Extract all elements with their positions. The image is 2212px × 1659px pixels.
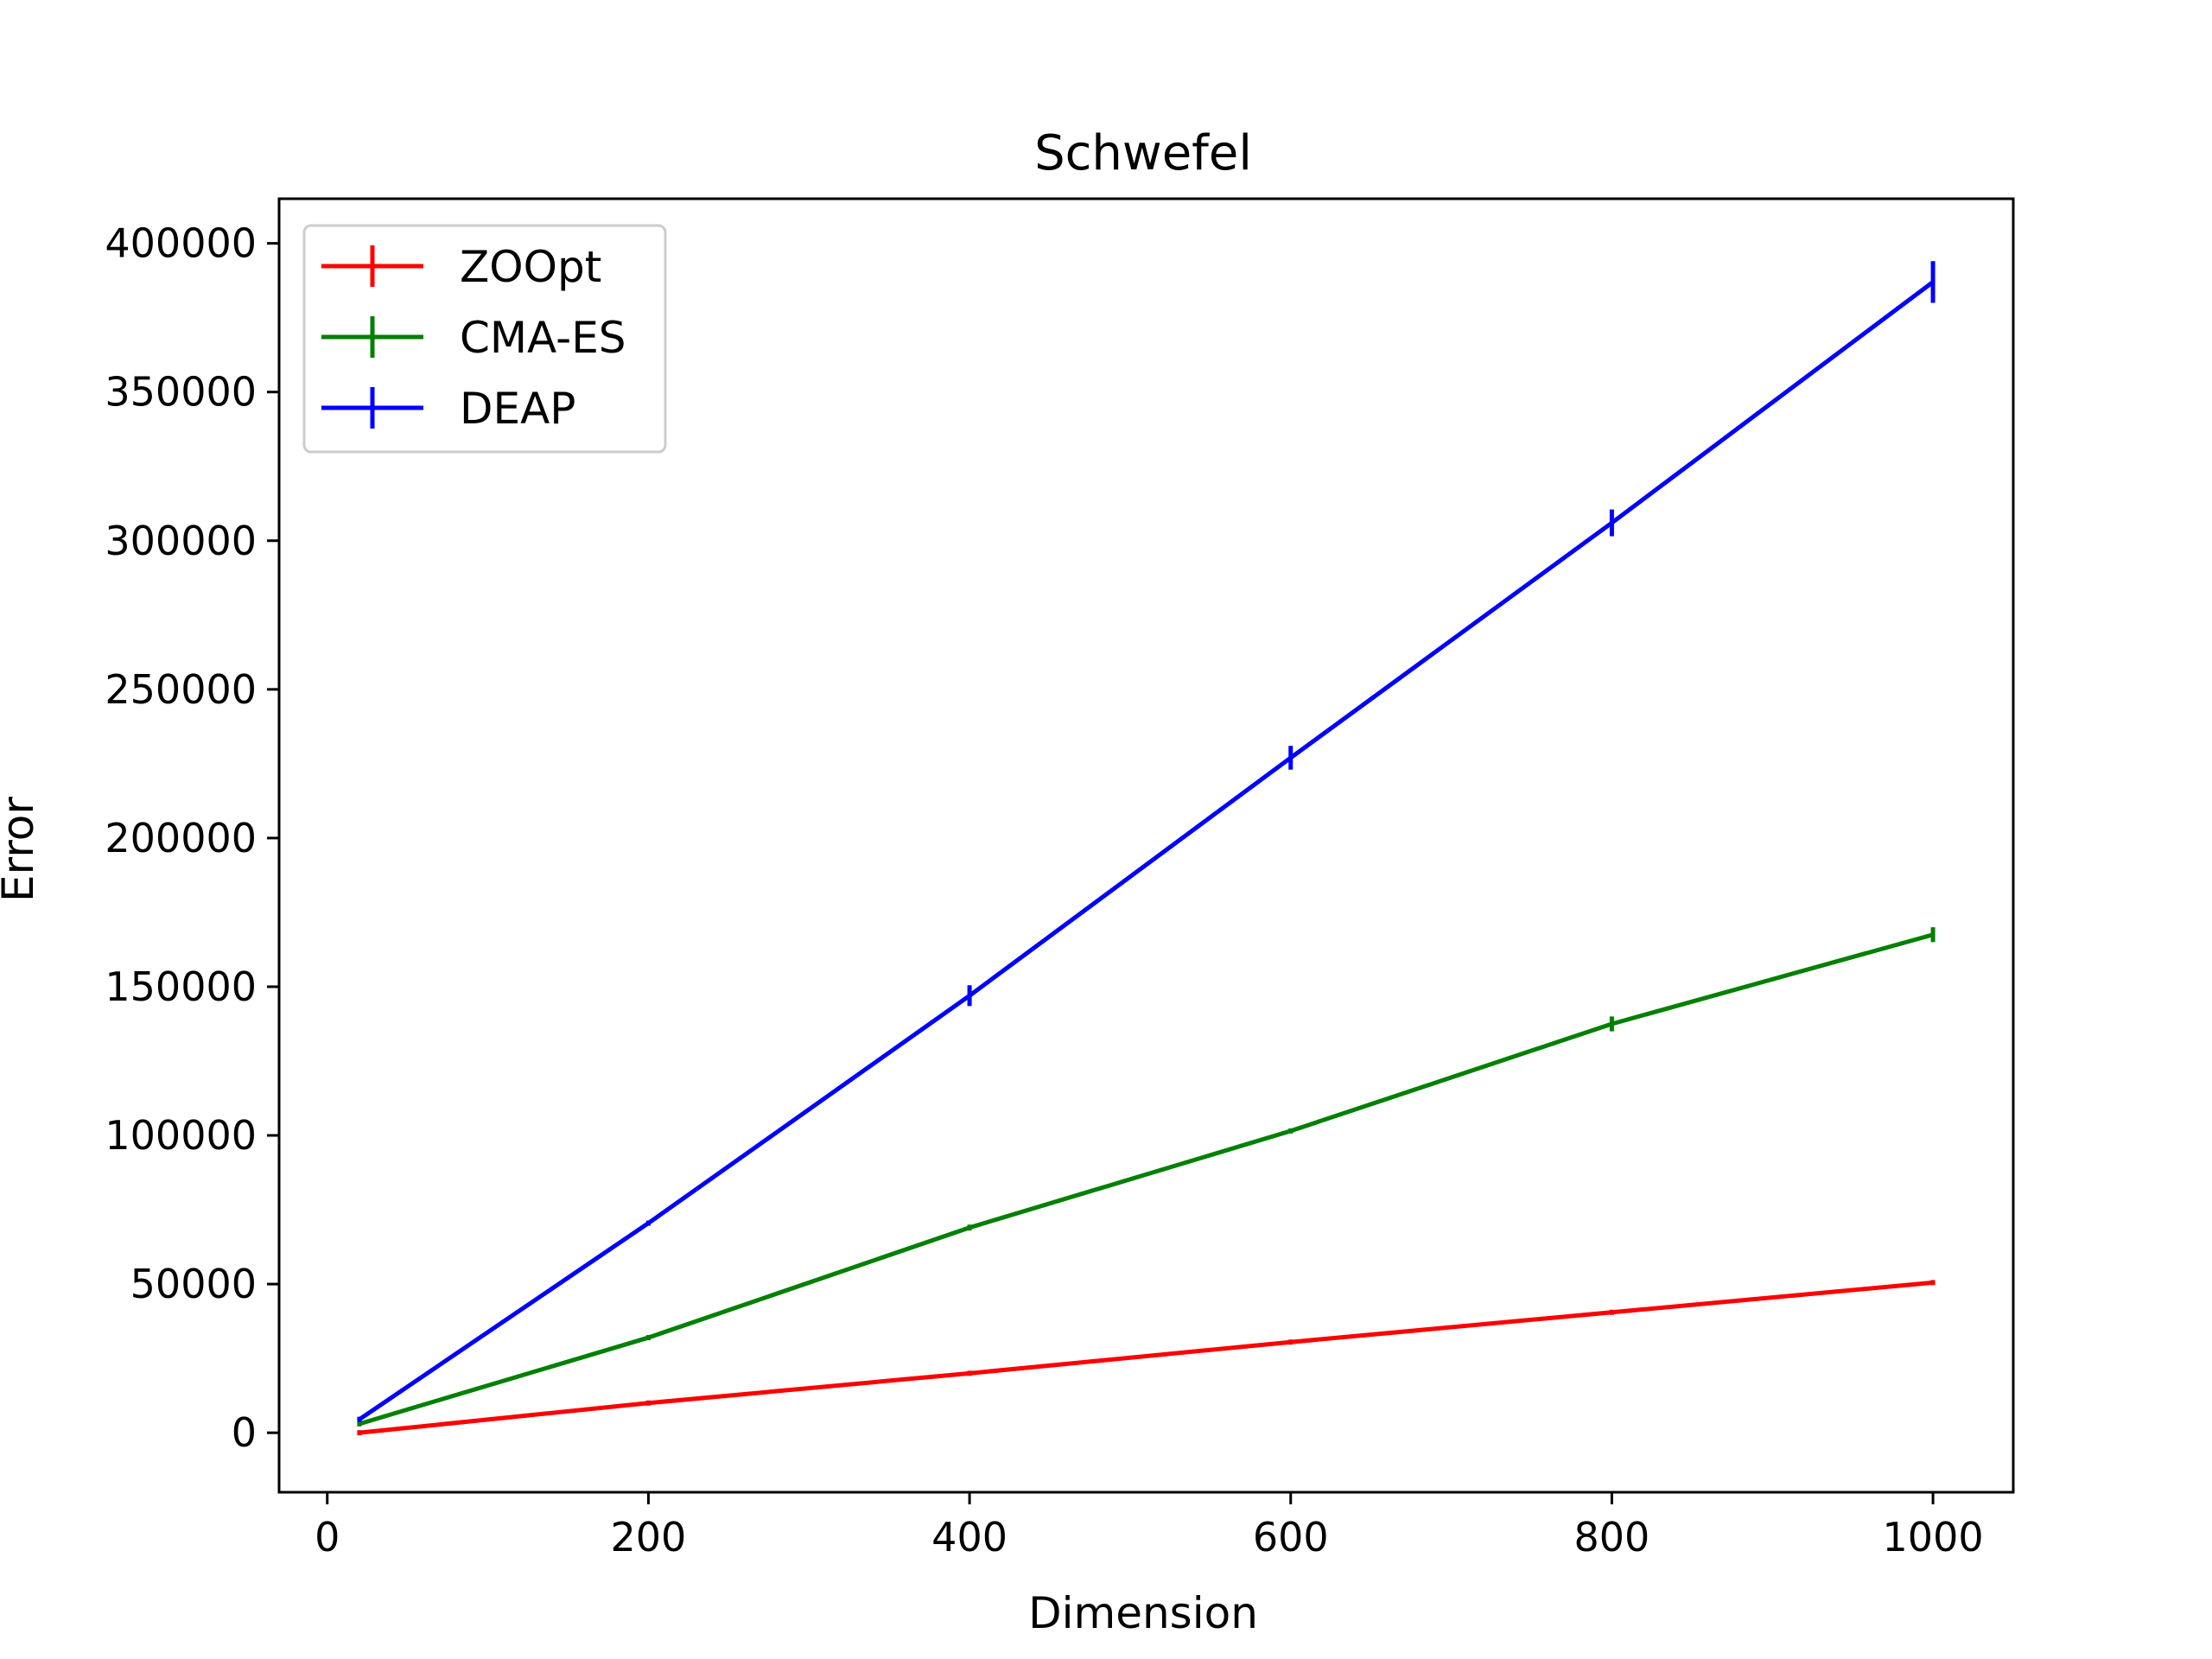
y-tick-label: 250000	[105, 666, 257, 713]
series-line-zoopt	[359, 1280, 1934, 1435]
legend-label: DEAP	[460, 384, 575, 434]
legend-item-deap: DEAP	[321, 384, 575, 434]
x-tick-label: 600	[1253, 1514, 1329, 1560]
series-zoopt	[357, 1280, 1936, 1436]
legend-item-cma-es: CMA-ES	[321, 313, 626, 363]
legend-box	[302, 224, 667, 454]
legend-item-zoopt: ZOOpt	[321, 242, 601, 292]
y-tick-label: 350000	[105, 369, 257, 416]
y-tick-label: 200000	[105, 815, 257, 861]
y-tick-label: 300000	[105, 518, 257, 564]
x-tick-label: 800	[1574, 1514, 1650, 1560]
y-axis: 0 50000 100000 150000 200000 250000 300000 3500…	[105, 220, 279, 1456]
y-tick-label: 100000	[105, 1112, 257, 1159]
y-axis-label: Error	[0, 797, 43, 902]
legend-label: ZOOpt	[460, 242, 601, 292]
x-axis: 0 200 400 600 800 1000	[315, 1492, 1984, 1560]
series-cma-es	[357, 927, 1936, 1427]
series-deap	[357, 261, 1936, 1422]
y-tick-label: 0	[232, 1409, 257, 1456]
y-tick-label: 50000	[130, 1261, 257, 1307]
chart-title: Schwefel	[1034, 125, 1252, 181]
x-tick-label: 0	[315, 1514, 340, 1560]
x-tick-label: 200	[611, 1514, 687, 1560]
series-line-deap	[358, 280, 1935, 1421]
series-line-cma-es	[359, 932, 1934, 1427]
x-tick-label: 1000	[1883, 1514, 1984, 1560]
x-tick-label: 400	[931, 1514, 1007, 1560]
y-tick-label: 150000	[105, 963, 257, 1010]
y-tick-label: 400000	[105, 220, 257, 267]
plot-series	[357, 261, 1936, 1436]
x-axis-label: Dimension	[1028, 1588, 1258, 1638]
legend: ZOOpt CMA-ES DEAP	[302, 224, 667, 454]
plot-frame	[277, 197, 2015, 1494]
legend-label: CMA-ES	[460, 313, 626, 363]
